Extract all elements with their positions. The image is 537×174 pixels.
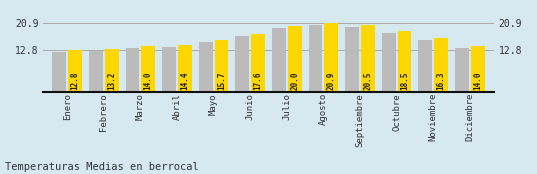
Text: 20.0: 20.0 [290, 72, 299, 90]
Bar [288, 26, 302, 92]
Bar [309, 25, 323, 92]
Text: 20.9: 20.9 [327, 72, 336, 90]
Bar [199, 42, 213, 92]
Bar [162, 47, 176, 92]
Bar [214, 40, 228, 92]
Text: 14.4: 14.4 [180, 72, 190, 90]
Text: 12.8: 12.8 [70, 72, 79, 90]
Bar [141, 46, 155, 92]
Bar [272, 28, 286, 92]
Bar [324, 23, 338, 92]
Bar [178, 45, 192, 92]
Text: 17.6: 17.6 [253, 72, 263, 90]
Bar [397, 31, 411, 92]
Text: 13.2: 13.2 [107, 72, 116, 90]
Text: 15.7: 15.7 [217, 72, 226, 90]
Bar [382, 33, 396, 92]
Text: 20.5: 20.5 [364, 72, 372, 90]
Bar [471, 46, 485, 92]
Text: 16.3: 16.3 [437, 72, 446, 90]
Bar [126, 48, 140, 92]
Bar [434, 38, 448, 92]
Text: 18.5: 18.5 [400, 72, 409, 90]
Bar [418, 40, 432, 92]
Bar [235, 36, 249, 92]
Text: 14.0: 14.0 [144, 72, 153, 90]
Text: Temperaturas Medias en berrocal: Temperaturas Medias en berrocal [5, 162, 199, 172]
Bar [68, 50, 82, 92]
Text: 14.0: 14.0 [473, 72, 482, 90]
Bar [251, 34, 265, 92]
Bar [52, 52, 66, 92]
Bar [345, 27, 359, 92]
Bar [105, 49, 119, 92]
Bar [89, 51, 103, 92]
Bar [361, 25, 375, 92]
Bar [455, 48, 469, 92]
